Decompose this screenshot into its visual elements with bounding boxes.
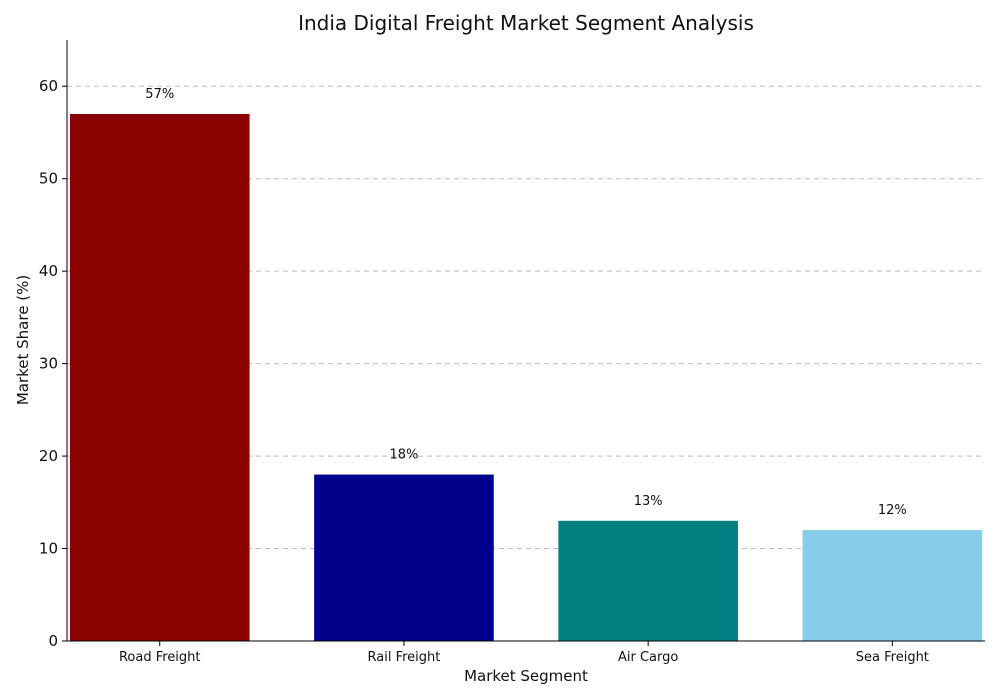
bar-sea-freight	[802, 530, 983, 641]
x-axis-label: Market Segment	[464, 667, 588, 685]
bar-value-label: 18%	[389, 448, 418, 463]
x-tick-label: Road Freight	[119, 650, 201, 665]
bar-value-label: 13%	[634, 494, 663, 509]
chart-title: India Digital Freight Market Segment Ana…	[298, 11, 754, 35]
y-axis-label: Market Share (%)	[14, 275, 32, 405]
y-tick-label: 40	[39, 262, 58, 280]
y-tick-label: 30	[39, 355, 58, 373]
x-tick-label: Sea Freight	[856, 650, 929, 665]
y-tick-label: 10	[39, 540, 58, 558]
y-tick-label: 20	[39, 447, 58, 465]
bar-value-label: 57%	[145, 87, 174, 102]
bar-value-label: 12%	[878, 503, 907, 518]
bars	[69, 113, 983, 641]
y-tick-label: 60	[39, 77, 58, 95]
y-tick-label: 0	[48, 632, 58, 650]
bar-rail-freight	[314, 474, 494, 641]
x-tick-label: Rail Freight	[368, 650, 441, 665]
axes	[62, 40, 985, 646]
labels: 0 10 20 30 40 50 60 57% Road Freight 18% Rail Frei…	[39, 77, 929, 665]
x-tick-label: Air Cargo	[618, 650, 678, 665]
y-tick-label: 50	[39, 170, 58, 188]
bar-air-cargo	[558, 520, 738, 641]
bar-road-freight	[69, 113, 250, 641]
